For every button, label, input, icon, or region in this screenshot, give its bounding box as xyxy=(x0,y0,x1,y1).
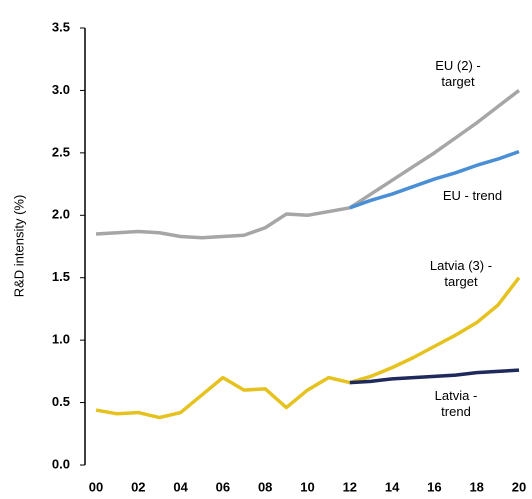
series-label: Latvia (3) - target xyxy=(429,258,493,289)
y-tick-label: 3.5 xyxy=(52,19,70,34)
series-label: EU (2) - target xyxy=(435,58,481,89)
series-line xyxy=(95,89,521,240)
y-tick-label: 0.0 xyxy=(52,456,70,471)
series-line xyxy=(349,149,520,210)
x-tick-label: 08 xyxy=(258,479,272,494)
x-tick-label: 06 xyxy=(216,479,230,494)
y-tick-label: 2.0 xyxy=(52,207,70,222)
x-tick-label: 14 xyxy=(385,479,400,494)
x-tick-label: 04 xyxy=(173,479,188,494)
x-tick-label: 00 xyxy=(89,479,103,494)
x-tick-label: 10 xyxy=(300,479,314,494)
series-line xyxy=(95,276,521,420)
y-tick-label: 3.0 xyxy=(52,82,70,97)
series-label: EU - trend xyxy=(442,188,503,203)
series-label: Latvia - trend xyxy=(434,388,478,419)
y-tick-label: 0.5 xyxy=(52,394,70,409)
x-tick-label: 18 xyxy=(469,479,483,494)
series-line xyxy=(349,368,520,385)
y-tick-label: 2.5 xyxy=(52,144,70,159)
y-axis-label: R&D intensity (%) xyxy=(11,195,26,298)
x-tick-label: 12 xyxy=(343,479,357,494)
x-tick-label: 16 xyxy=(427,479,441,494)
x-tick-label: 02 xyxy=(131,479,145,494)
y-tick-label: 1.0 xyxy=(52,332,70,347)
x-tick-label: 20 xyxy=(512,479,526,494)
y-tick-label: 1.5 xyxy=(52,269,70,284)
